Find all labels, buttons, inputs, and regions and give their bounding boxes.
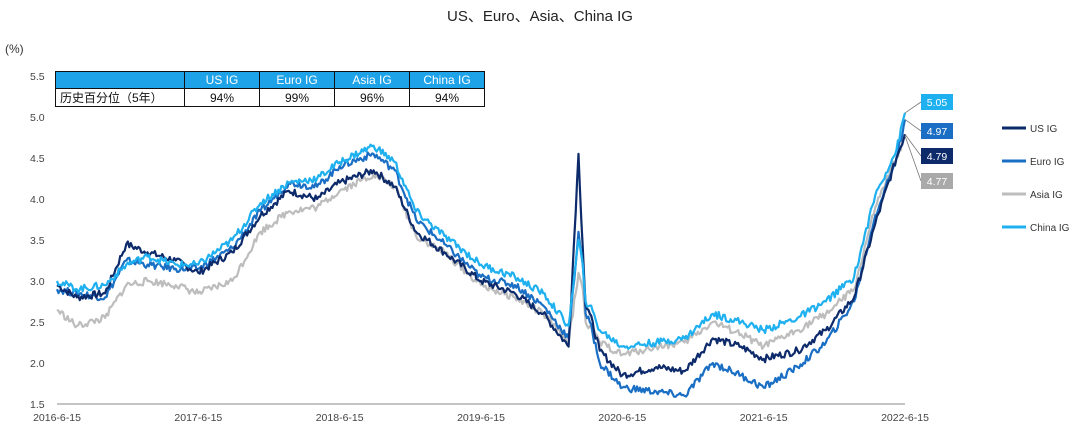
chart-title: US、Euro、Asia、China IG — [447, 8, 633, 25]
x-tick-label: 2017-6-15 — [174, 412, 222, 424]
y-axis-label: (%) — [5, 42, 24, 56]
y-tick-label: 4.5 — [30, 153, 45, 165]
series-line-asia-ig — [56, 135, 907, 357]
table-header-cell: US IG — [184, 71, 260, 89]
legend-label: US IG — [1030, 124, 1057, 135]
y-tick-label: 1.5 — [30, 399, 45, 411]
legend-label: Asia IG — [1030, 190, 1063, 201]
table-cell: 94% — [409, 88, 485, 107]
x-tick-label: 2022-6-15 — [881, 412, 929, 424]
table-header-cell: Asia IG — [334, 71, 410, 89]
y-tick-label: 3.5 — [30, 235, 45, 247]
end-label-leader — [904, 133, 922, 157]
y-axis-ticks: 1.5 2.0 2.5 3.0 3.5 4.0 4.5 5.0 5.5 — [30, 71, 45, 411]
series-line-euro-ig — [55, 119, 907, 398]
x-tick-label: 2021-6-15 — [740, 412, 788, 424]
table-cell: 94% — [184, 88, 260, 107]
end-label-value: 4.79 — [927, 151, 948, 163]
table-row: 历史百分位（5年） 94% 99% 96% 94% — [55, 88, 485, 107]
end-label-box — [921, 173, 953, 189]
x-tick-label: 2016-6-15 — [33, 412, 81, 424]
legend-label: China IG — [1030, 223, 1070, 234]
end-label-box — [921, 123, 953, 139]
legend: US IG Euro IG Asia IG China IG — [1002, 124, 1070, 234]
y-tick-label: 5.0 — [30, 112, 45, 124]
table-cell: 99% — [259, 88, 335, 107]
y-tick-label: 2.5 — [30, 317, 45, 329]
end-label-value: 5.05 — [927, 97, 948, 109]
y-tick-label: 4.0 — [30, 194, 45, 206]
end-label-value: 4.97 — [927, 126, 948, 138]
series-line-us-ig — [56, 133, 907, 379]
x-tick-label: 2018-6-15 — [316, 412, 364, 424]
end-label-box — [921, 94, 953, 110]
table-header-cell: Euro IG — [259, 71, 335, 89]
y-tick-label: 5.5 — [30, 71, 45, 83]
table-header-cell: China IG — [409, 71, 485, 89]
legend-label: Euro IG — [1030, 157, 1065, 168]
y-tick-label: 3.0 — [30, 276, 45, 288]
series-group — [55, 112, 907, 398]
x-axis-ticks: 2016-6-15 2017-6-15 2018-6-15 2019-6-15 2020… — [33, 412, 929, 424]
x-tick-label: 2019-6-15 — [457, 412, 505, 424]
end-label-value: 4.77 — [927, 176, 948, 188]
end-label-box — [921, 148, 953, 164]
percentile-table: US IG Euro IG Asia IG China IG 历史百分位（5年）… — [55, 71, 485, 107]
table-cell: 96% — [334, 88, 410, 107]
end-label-leader — [904, 135, 922, 182]
y-tick-label: 2.0 — [30, 358, 45, 370]
end-label-leader — [904, 119, 922, 132]
table-header-cell — [55, 71, 185, 89]
end-labels: 5.05 4.97 4.79 4.77 — [904, 94, 953, 189]
x-tick-label: 2020-6-15 — [598, 412, 646, 424]
table-header-row: US IG Euro IG Asia IG China IG — [55, 71, 485, 89]
end-label-leader — [904, 101, 922, 114]
table-row-label: 历史百分位（5年） — [55, 88, 185, 107]
series-line-china-ig — [55, 112, 907, 350]
